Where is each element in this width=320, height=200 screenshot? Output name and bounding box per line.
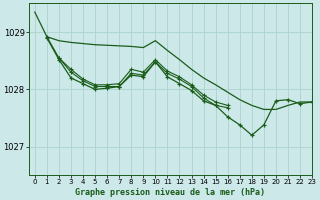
X-axis label: Graphe pression niveau de la mer (hPa): Graphe pression niveau de la mer (hPa) bbox=[76, 188, 265, 197]
